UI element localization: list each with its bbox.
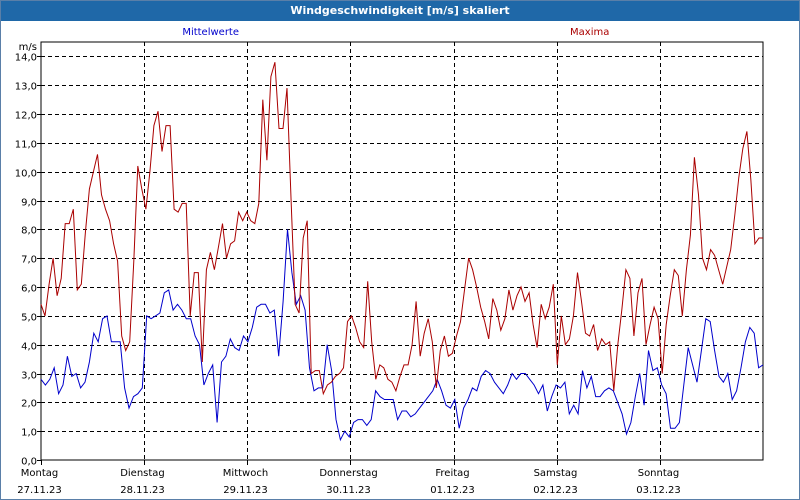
y-tick-label: 7,0: [21, 255, 37, 266]
x-date-label: 28.11.23: [120, 485, 165, 496]
x-day-label: Samstag: [534, 468, 578, 479]
plot-area: [40, 41, 764, 461]
y-tick-label: 0,0: [21, 457, 37, 468]
y-tick-label: 3,0: [21, 371, 37, 382]
legend-label: Mittelwerte: [182, 27, 239, 38]
y-tick-label: 14,0: [15, 53, 37, 64]
series-line-1: [40, 62, 763, 396]
x-date-label: 02.12.23: [533, 485, 578, 496]
x-day-label: Donnerstag: [319, 468, 377, 479]
y-tick-label: 9,0: [21, 198, 37, 209]
y-tick-label: 12,0: [15, 111, 37, 122]
series-line-0: [40, 229, 764, 442]
x-day-label: Montag: [21, 468, 58, 479]
y-tick-label: 2,0: [21, 399, 37, 410]
y-tick-label: 11,0: [15, 140, 37, 151]
window-title: Windgeschwindigkeit [m/s] skaliert: [1, 1, 799, 21]
x-date-label: 29.11.23: [223, 485, 268, 496]
y-tick-label: 6,0: [21, 284, 37, 295]
y-tick-label: 13,0: [15, 82, 37, 93]
x-date-label: 27.11.23: [17, 485, 62, 496]
y-tick-label: 10,0: [15, 169, 37, 180]
y-axis-label: m/s: [19, 42, 37, 53]
y-tick-label: 1,0: [21, 428, 37, 439]
y-tick-label: 5,0: [21, 313, 37, 324]
x-day-label: Dienstag: [120, 468, 165, 479]
y-tick-label: 8,0: [21, 226, 37, 237]
x-date-label: 30.11.23: [326, 485, 371, 496]
x-day-label: Mittwoch: [223, 468, 268, 479]
x-date-label: 03.12.23: [636, 485, 681, 496]
x-day-label: Sonntag: [638, 468, 680, 479]
legend-label: Maxima: [570, 27, 609, 38]
y-tick-label: 4,0: [21, 342, 37, 353]
x-date-label: 01.12.23: [430, 485, 475, 496]
x-day-label: Freitag: [435, 468, 469, 479]
